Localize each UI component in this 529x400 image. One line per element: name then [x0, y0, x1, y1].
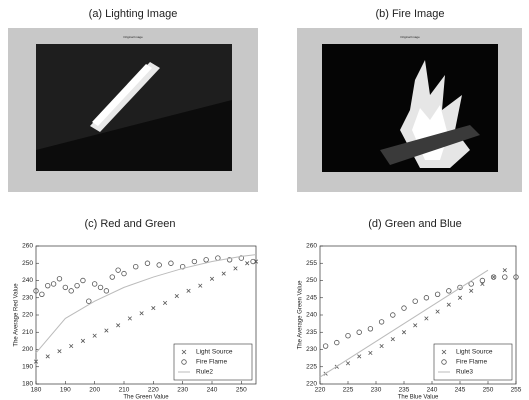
x-tick-label: 240 [207, 387, 218, 394]
x-tick-label: 255 [511, 387, 522, 394]
x-tick-label: 220 [148, 387, 159, 394]
y-tick-label: 220 [22, 312, 33, 319]
x-axis-label: The Blue Value [398, 395, 439, 400]
x-tick-label: 250 [236, 387, 247, 394]
y-tick-label: 240 [306, 312, 317, 319]
chart-title: (d) Green and Blue [368, 218, 462, 230]
y-tick-label: 190 [22, 363, 33, 370]
y-tick-label: 250 [306, 277, 317, 284]
image-inner-title: Original Image [123, 35, 143, 39]
x-tick-label: 240 [427, 387, 438, 394]
x-tick-label: 230 [177, 387, 188, 394]
image-caption: (a) Lighting Image [89, 8, 178, 20]
x-axis-label: The Green Value [123, 395, 169, 400]
y-tick-label: 225 [306, 363, 317, 370]
y-tick-label: 230 [306, 346, 317, 353]
y-axis-label: The Average Red Value [14, 283, 20, 347]
y-tick-label: 250 [22, 260, 33, 267]
x-tick-label: 220 [315, 387, 326, 394]
x-tick-label: 230 [371, 387, 382, 394]
y-tick-label: 230 [22, 294, 33, 301]
y-tick-label: 245 [306, 294, 317, 301]
y-tick-label: 235 [306, 329, 317, 336]
y-tick-label: 260 [22, 243, 33, 250]
image-inner-title: Original Image [400, 35, 420, 39]
y-axis-label: The Average Green Value [298, 280, 304, 349]
legend-label: Light Source [196, 349, 233, 356]
legend-label: Rule2 [196, 369, 213, 376]
y-tick-label: 260 [306, 243, 317, 250]
figure: (a) Lighting Image Original Image (b) Fi… [0, 0, 529, 400]
x-tick-label: 210 [119, 387, 130, 394]
x-tick-label: 245 [455, 387, 466, 394]
x-tick-label: 225 [343, 387, 354, 394]
legend-label: Rule3 [456, 369, 473, 376]
y-tick-label: 240 [22, 277, 33, 284]
y-tick-label: 255 [306, 260, 317, 267]
legend-label: Fire Flame [456, 359, 487, 366]
x-tick-label: 250 [483, 387, 494, 394]
y-tick-label: 210 [22, 329, 33, 336]
image-caption: (b) Fire Image [375, 8, 444, 20]
y-tick-label: 200 [22, 346, 33, 353]
x-tick-label: 180 [31, 387, 42, 394]
legend-label: Fire Flame [196, 359, 227, 366]
x-tick-label: 235 [399, 387, 410, 394]
legend-label: Light Source [456, 349, 493, 356]
x-tick-label: 200 [89, 387, 100, 394]
chart-title: (c) Red and Green [84, 218, 175, 230]
x-tick-label: 190 [60, 387, 71, 394]
